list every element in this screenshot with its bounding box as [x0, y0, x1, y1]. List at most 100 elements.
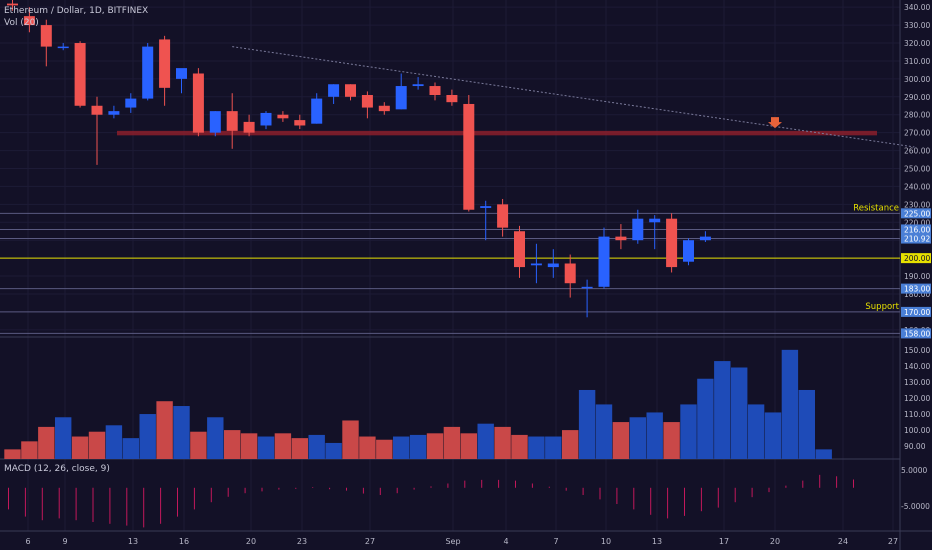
macd-tick-label: -5.0000 [901, 502, 930, 511]
volume-bar [612, 422, 630, 459]
time-tick-label: 6 [25, 537, 30, 546]
level-tag-label: 170.00 [904, 308, 930, 317]
level-tag-bg [901, 283, 931, 294]
price-tick-label: 310.00 [904, 57, 930, 66]
candle-body [632, 218, 644, 241]
volume-bar [257, 436, 275, 459]
volume-bar [545, 436, 562, 459]
volume-bar [308, 434, 325, 459]
level-tag-bg [901, 328, 931, 339]
candle-body [277, 114, 289, 119]
level-tag-label: 225.00 [904, 209, 930, 218]
volume-tick-label: 120.00 [904, 394, 930, 403]
price-tick-label: 270.00 [904, 129, 930, 138]
volume-bar [764, 412, 782, 459]
volume-bar [21, 441, 38, 459]
price-tick-label: 290.00 [904, 93, 930, 102]
volume-bars [4, 349, 832, 459]
time-tick-label: 13 [652, 537, 662, 546]
trendline [232, 46, 915, 148]
volume-bar [663, 422, 680, 459]
level-tag-bg [901, 233, 931, 244]
candle-body [311, 98, 323, 124]
level-tag-label: 200.00 [904, 254, 930, 263]
candle-body [429, 86, 441, 96]
candle-body [142, 46, 154, 99]
level-tag-label: 158.00 [904, 329, 930, 338]
time-axis[interactable]: 6 9 13 16 20 23 27 Sep 4 7 10 13 17 20 24 27 [25, 537, 898, 546]
time-tick-label: 10 [601, 537, 611, 546]
volume-bar [460, 433, 477, 459]
volume-bar [240, 433, 258, 459]
volume-bar [629, 417, 646, 459]
candle-body [91, 105, 103, 115]
down-arrow-icon [768, 117, 782, 129]
candle-body [446, 95, 458, 103]
volume-bar [139, 414, 156, 459]
volume-bar [477, 423, 494, 459]
volume-bar [342, 420, 359, 459]
candle-body [125, 98, 137, 108]
volume-bar [376, 439, 393, 459]
candle-body [564, 263, 576, 284]
price-tick-label: 190.00 [904, 272, 930, 281]
candle-body [7, 3, 18, 6]
volume-bar [646, 412, 663, 459]
price-tick-label: 220.00 [904, 218, 930, 227]
level-tag-label: 210.92 [904, 235, 930, 244]
volume-bar [393, 436, 410, 459]
candle-body [649, 218, 661, 223]
volume-bar [714, 361, 731, 459]
volume-bar [409, 434, 427, 459]
price-tick-label: 340.00 [904, 3, 930, 12]
candle-body [260, 112, 272, 126]
volume-bar [55, 417, 72, 459]
candle-body [598, 236, 610, 287]
volume-bar [38, 426, 55, 459]
volume-bar [105, 425, 123, 459]
volume-tick-label: 90.00 [904, 442, 926, 451]
time-tick-label: 20 [246, 537, 256, 546]
volume-bar [443, 426, 461, 459]
candle-body [192, 73, 204, 133]
volume-tick-label: 110.00 [904, 410, 930, 419]
level-tag-bg [901, 224, 931, 235]
price-tick-label: 250.00 [904, 165, 930, 174]
candle-body [581, 286, 593, 289]
candle-body [514, 231, 525, 268]
macd-tick-label: 5.0000 [901, 466, 927, 475]
candle-body [480, 206, 492, 208]
volume-bar [426, 433, 444, 459]
level-annotation: Support [865, 302, 899, 312]
zone-rect [117, 130, 877, 136]
volume-bar [595, 404, 613, 459]
time-tick-label: 4 [503, 537, 508, 546]
trendline-path [232, 46, 915, 148]
time-tick-label: 9 [62, 537, 67, 546]
volume-bar [680, 404, 697, 459]
level-annotations: Resistance Support [853, 203, 899, 312]
candle-body [108, 111, 120, 115]
candle-body [209, 111, 221, 133]
volume-bar [224, 430, 241, 459]
support-resistance-zone [117, 130, 877, 136]
level-tag-bg [901, 208, 931, 219]
volume-bar [359, 436, 376, 459]
volume-bar [274, 433, 292, 459]
price-axis[interactable]: 340.00 330.00 320.00 310.00 300.00 290.00 280.… [904, 3, 930, 335]
level-tag-bg [901, 253, 931, 264]
candle-body [378, 105, 390, 112]
volume-tick-label: 150.00 [904, 346, 930, 355]
volume-bar [781, 349, 799, 459]
time-tick-label: 7 [553, 537, 558, 546]
volume-bar [325, 442, 342, 459]
candle-body [547, 263, 559, 268]
volume-bar [578, 389, 596, 459]
volume-bar [4, 449, 21, 459]
volume-bar [88, 431, 106, 459]
candle-body [294, 120, 306, 126]
